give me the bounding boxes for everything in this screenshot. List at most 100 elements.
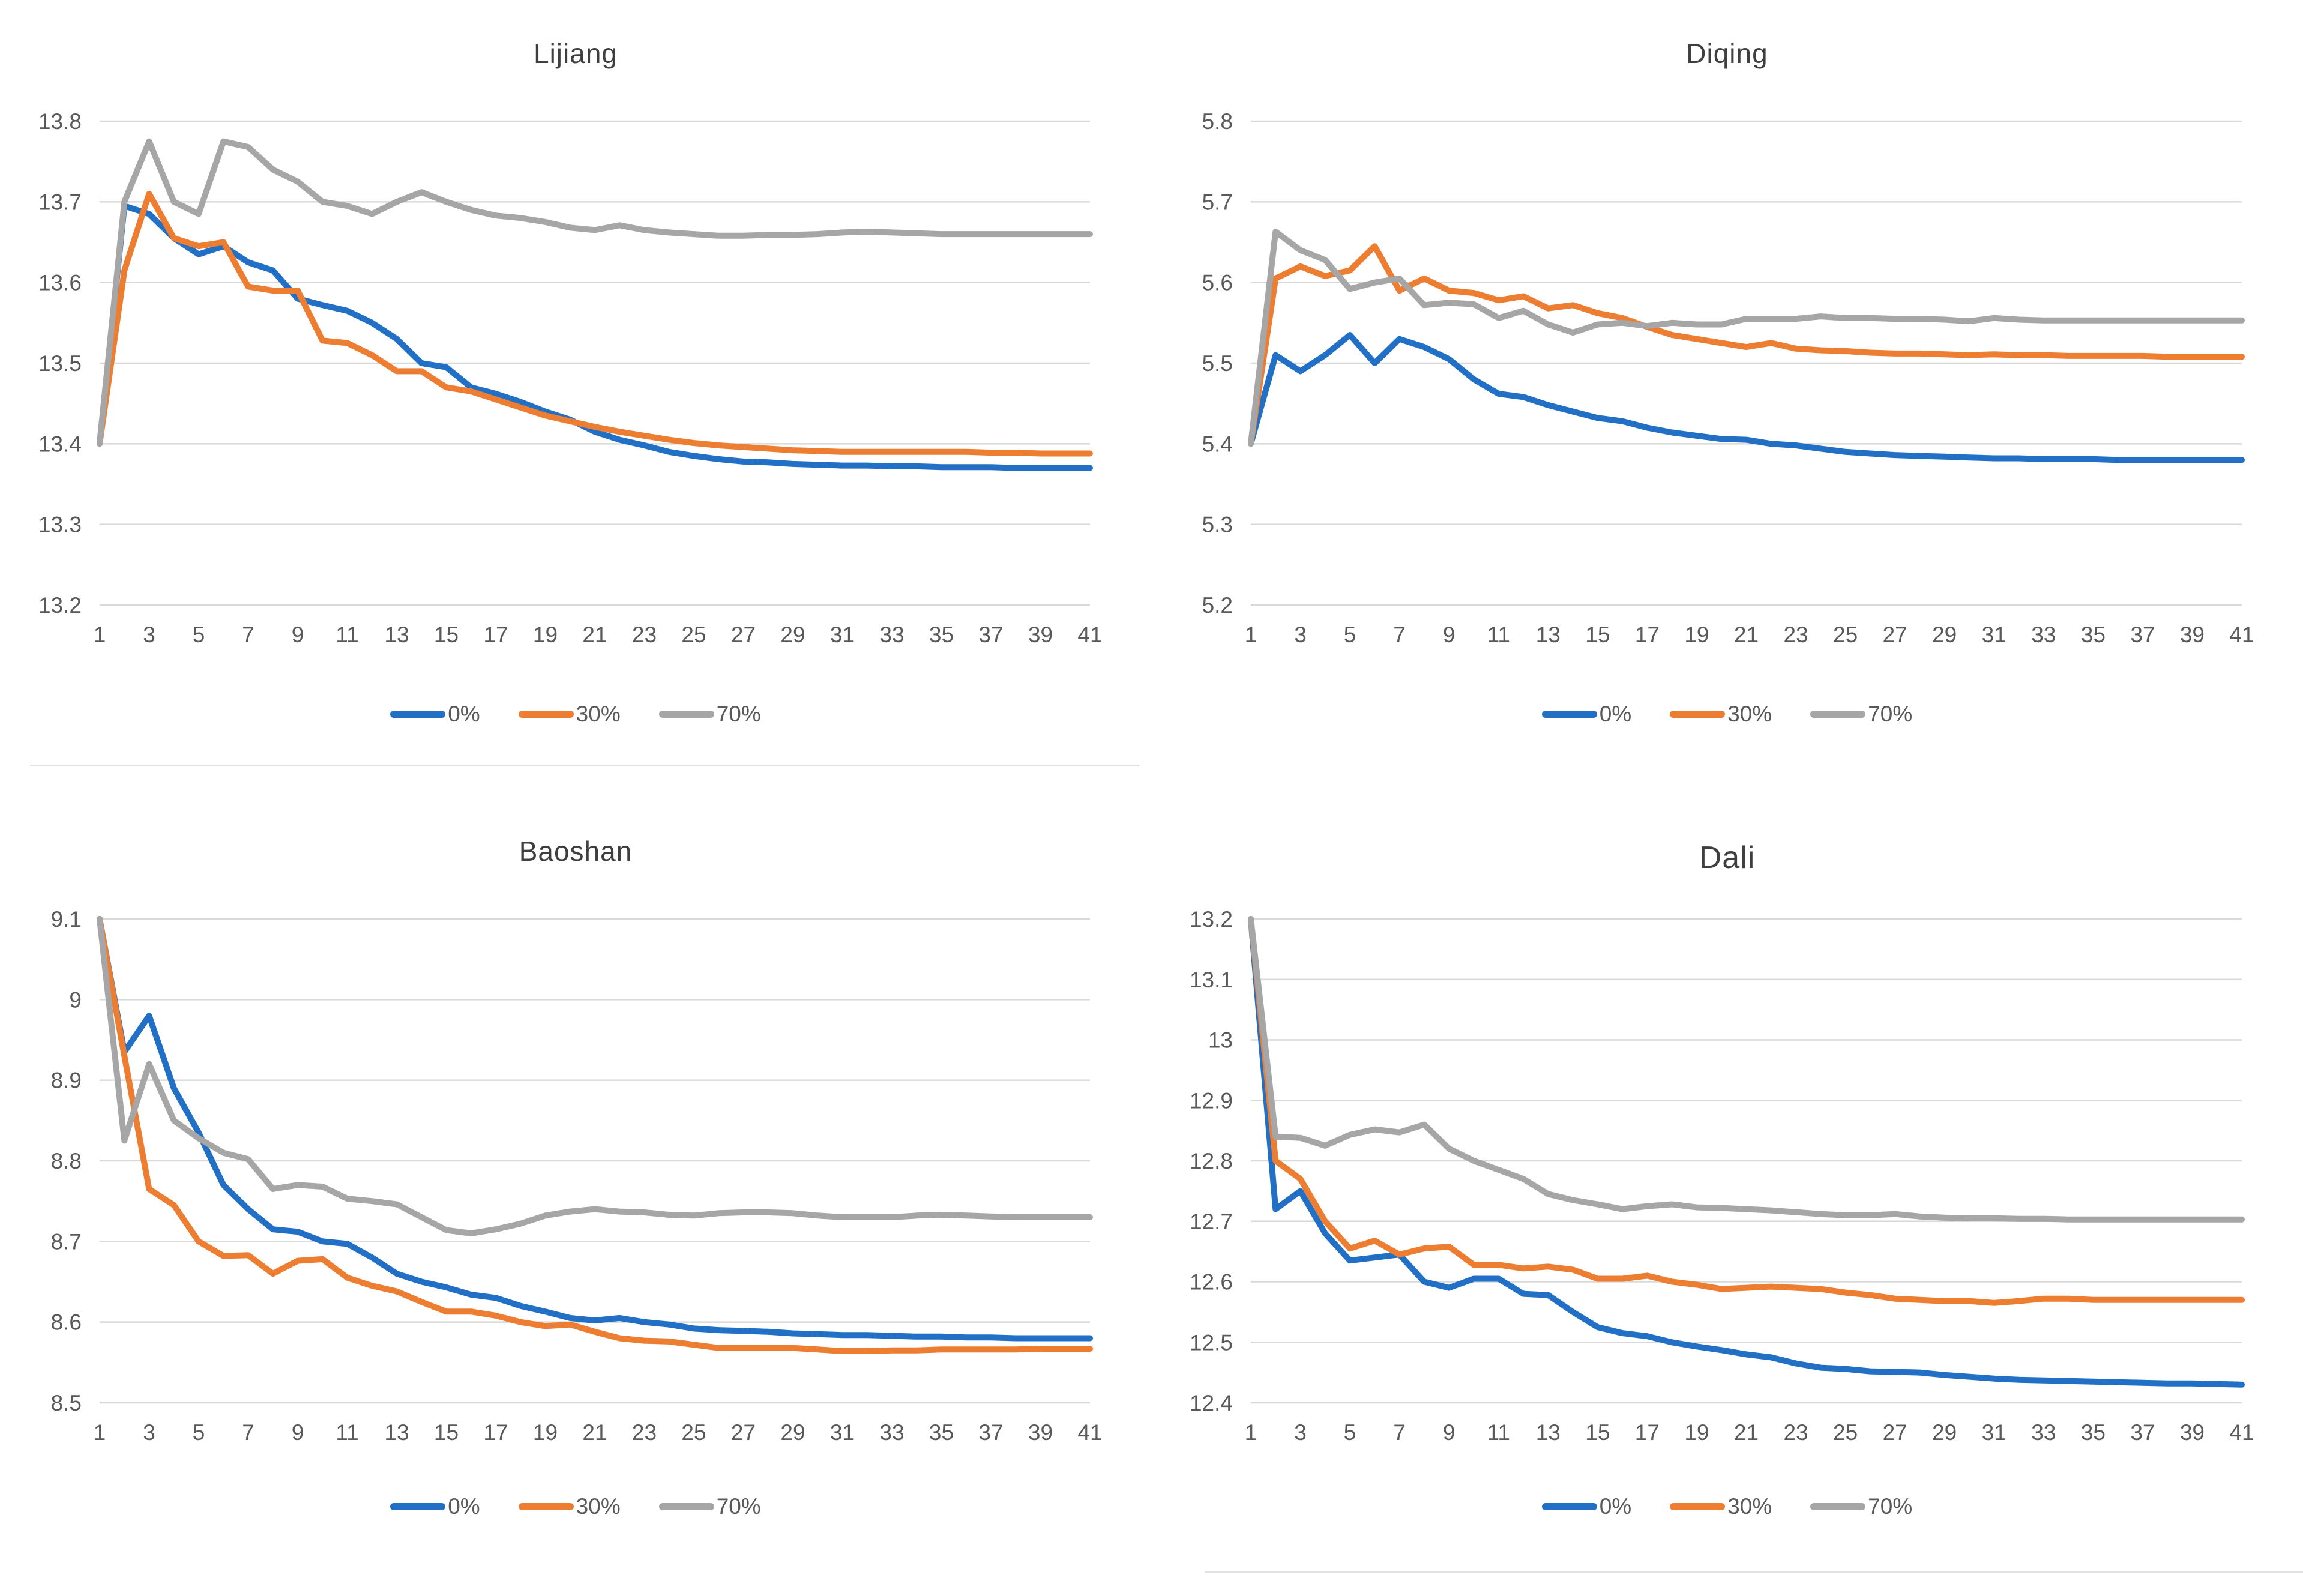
x-tick-label: 27 — [1883, 1420, 1907, 1445]
plot-svg: 13.813.713.613.513.413.313.21 3 5 7 9 11 13 15 1… — [38, 109, 1103, 647]
x-tick-label: 23 — [1783, 622, 1808, 647]
x-tick-label: 27 — [731, 1420, 756, 1445]
x-tick-label: 15 — [1585, 1420, 1610, 1445]
series-line-30% — [97, 190, 1093, 457]
x-tick-label: 39 — [2180, 622, 2205, 647]
y-tick-label: 13.2 — [38, 593, 82, 618]
legend-item-0%: 0% — [1541, 702, 1632, 727]
series-line-30% — [1248, 243, 2245, 447]
legend-swatch-0% — [1541, 711, 1597, 718]
y-tick-label: 5.2 — [1202, 593, 1233, 618]
legend-label: 30% — [1727, 702, 1772, 726]
series-line-0% — [97, 203, 1093, 471]
y-tick-label: 12.4 — [1190, 1391, 1233, 1415]
legend-item-70%: 70% — [1810, 1494, 1912, 1519]
x-tick-label: 1 — [94, 622, 106, 647]
x-tick-label: 9 — [292, 622, 304, 647]
chart-lijiang: Lijiang 13.8 13.7 13.6 13.5 13.4 13.3 13.2 1 3 5 7… — [0, 0, 1151, 798]
x-tick-label: 29 — [780, 1420, 805, 1445]
y-tick-label: 13.8 — [38, 109, 82, 134]
x-tick-label: 23 — [1783, 1420, 1808, 1445]
x-tick-label: 9 — [292, 1420, 304, 1445]
x-tick-label: 21 — [1734, 622, 1759, 647]
x-tick-label: 21 — [1734, 1420, 1759, 1445]
legend-item-70%: 70% — [658, 1494, 761, 1519]
x-tick-label: 11 — [336, 1420, 358, 1445]
x-tick-label: 5 — [193, 1420, 205, 1445]
y-tick-label: 12.8 — [1190, 1149, 1233, 1173]
y-tick-label: 8.7 — [51, 1229, 82, 1254]
plot-svg: 9.198.98.88.78.68.51 3 5 7 9 11 13 15 17 19 21 23 25… — [51, 907, 1103, 1445]
x-tick-label: 11 — [336, 622, 358, 647]
series-line-70% — [1248, 229, 2245, 447]
legend-swatch-70% — [658, 1503, 714, 1510]
x-tick-label: 1 — [94, 1420, 106, 1445]
legend-label: 70% — [716, 702, 761, 726]
y-tick-label: 13.6 — [38, 271, 82, 295]
x-tick-label: 35 — [2081, 1420, 2106, 1445]
legend-baoshan: 0% 30% 70% — [0, 1494, 1151, 1519]
plot-svg: 5.85.75.65.55.45.35.21 3 5 7 9 11 13 15 17 19 21 23… — [1202, 109, 2254, 647]
x-tick-label: 39 — [1028, 622, 1053, 647]
legend-label: 0% — [448, 1494, 480, 1519]
chart-title-baoshan: Baoshan — [519, 836, 633, 867]
series-line-70% — [97, 138, 1093, 447]
x-tick-label: 35 — [929, 622, 954, 647]
chart-dali: Dali 13.2 13.1 13 12.9 12.8 12.7 12.6 12.5 12.4 1… — [1151, 798, 2303, 1596]
series-line-0% — [97, 916, 1093, 1342]
legend-label: 30% — [1727, 1494, 1772, 1519]
series-line-70% — [97, 916, 1093, 1236]
legend-lijiang: 0% 30% 70% — [0, 702, 1151, 727]
legend-swatch-30% — [518, 711, 574, 718]
x-tick-label: 29 — [780, 622, 805, 647]
x-tick-label: 35 — [929, 1420, 954, 1445]
x-tick-label: 25 — [681, 622, 706, 647]
x-tick-label: 15 — [1585, 622, 1610, 647]
y-tick-label: 12.6 — [1190, 1270, 1233, 1295]
series-line-70% — [1248, 916, 2245, 1223]
y-tick-label: 8.5 — [51, 1391, 82, 1415]
x-tick-label: 29 — [1932, 1420, 1957, 1445]
x-tick-label: 33 — [879, 622, 904, 647]
legend-item-30%: 30% — [518, 1494, 621, 1519]
x-tick-label: 19 — [1684, 622, 1709, 647]
legend-label: 30% — [576, 702, 621, 726]
x-tick-label: 31 — [830, 622, 855, 647]
x-tick-label: 5 — [193, 622, 205, 647]
legend-diqing: 0% 30% 70% — [1151, 702, 2303, 727]
y-tick-label: 9.1 — [51, 907, 82, 932]
chart-title-diqing: Diqing — [1686, 38, 1768, 69]
x-tick-label: 7 — [242, 1420, 254, 1445]
x-tick-label: 27 — [1883, 622, 1907, 647]
legend-label: 0% — [1599, 702, 1632, 726]
y-tick-label: 5.7 — [1202, 190, 1233, 214]
x-tick-label: 9 — [1443, 622, 1456, 647]
x-tick-label: 21 — [582, 1420, 607, 1445]
legend-swatch-30% — [1670, 711, 1726, 718]
x-tick-label: 19 — [533, 622, 558, 647]
x-tick-label: 1 — [1245, 1420, 1257, 1445]
x-tick-label: 19 — [1684, 1420, 1709, 1445]
divider — [30, 765, 1139, 766]
y-tick-label: 13.1 — [1190, 968, 1233, 992]
y-tick-label: 13.4 — [38, 432, 82, 456]
x-tick-label: 41 — [2229, 622, 2254, 647]
x-tick-label: 1 — [1245, 622, 1257, 647]
chart-title-dali: Dali — [1699, 840, 1756, 875]
x-tick-label: 39 — [1028, 1420, 1053, 1445]
chart-title-lijiang: Lijiang — [534, 38, 618, 69]
chart-baoshan: Baoshan 9.1 9 8.9 8.8 8.7 8.6 8.5 1 3 5 7 9 11 13 15 17… — [0, 798, 1151, 1596]
y-tick-label: 8.8 — [51, 1149, 82, 1173]
series-line-0% — [1248, 332, 2245, 463]
legend-swatch-0% — [390, 711, 446, 718]
legend-dali: 0% 30% 70% — [1151, 1494, 2303, 1519]
x-tick-label: 13 — [1536, 1420, 1561, 1445]
x-tick-label: 17 — [1635, 1420, 1660, 1445]
legend-item-70%: 70% — [658, 702, 761, 727]
x-tick-label: 29 — [1932, 622, 1957, 647]
x-tick-label: 23 — [632, 622, 657, 647]
x-tick-label: 37 — [2130, 1420, 2155, 1445]
legend-label: 70% — [716, 1494, 761, 1519]
